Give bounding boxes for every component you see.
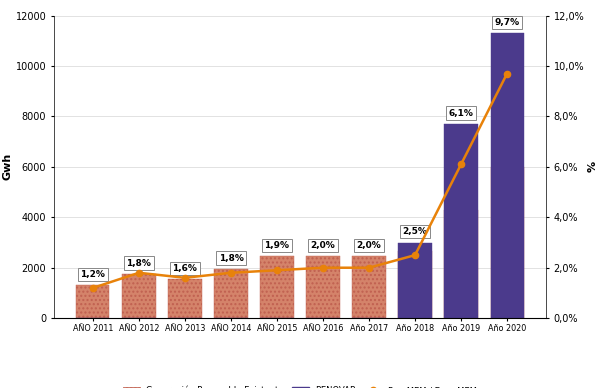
Bar: [398, 251, 431, 318]
Bar: [169, 279, 202, 318]
Bar: [445, 124, 478, 318]
Legend: Generación Renovable Existente, RENOVAR, Ren MEM / Dem MEM: Generación Renovable Existente, RENOVAR,…: [120, 383, 480, 388]
Text: 2,5%: 2,5%: [403, 227, 427, 236]
Ren MEM / Dem MEM: [136, 270, 143, 275]
Bar: [398, 242, 431, 318]
Text: 6,1%: 6,1%: [449, 109, 473, 118]
Bar: [76, 286, 109, 318]
Ren MEM / Dem MEM: [457, 162, 464, 167]
Bar: [307, 256, 340, 318]
Text: 1,9%: 1,9%: [265, 241, 289, 250]
Text: 1,6%: 1,6%: [173, 264, 197, 273]
Text: 2,0%: 2,0%: [311, 241, 335, 250]
Bar: [352, 256, 386, 318]
Text: 2,0%: 2,0%: [356, 241, 382, 250]
Y-axis label: %: %: [587, 161, 597, 172]
Bar: [445, 210, 478, 318]
Y-axis label: Gwh: Gwh: [3, 153, 13, 180]
Text: 1,8%: 1,8%: [218, 254, 244, 263]
Bar: [491, 167, 524, 318]
Ren MEM / Dem MEM: [89, 286, 97, 290]
Bar: [214, 269, 248, 318]
Text: 1,8%: 1,8%: [127, 259, 151, 268]
Ren MEM / Dem MEM: [503, 71, 511, 76]
Text: 9,7%: 9,7%: [494, 18, 520, 27]
Ren MEM / Dem MEM: [365, 265, 373, 270]
Ren MEM / Dem MEM: [181, 275, 188, 280]
Bar: [260, 256, 293, 318]
Ren MEM / Dem MEM: [227, 270, 235, 275]
Ren MEM / Dem MEM: [319, 265, 326, 270]
Line: Ren MEM / Dem MEM: Ren MEM / Dem MEM: [90, 70, 510, 291]
Text: 1,2%: 1,2%: [80, 270, 106, 279]
Ren MEM / Dem MEM: [274, 268, 281, 273]
Bar: [122, 274, 155, 318]
Ren MEM / Dem MEM: [412, 253, 419, 258]
Bar: [491, 33, 524, 318]
